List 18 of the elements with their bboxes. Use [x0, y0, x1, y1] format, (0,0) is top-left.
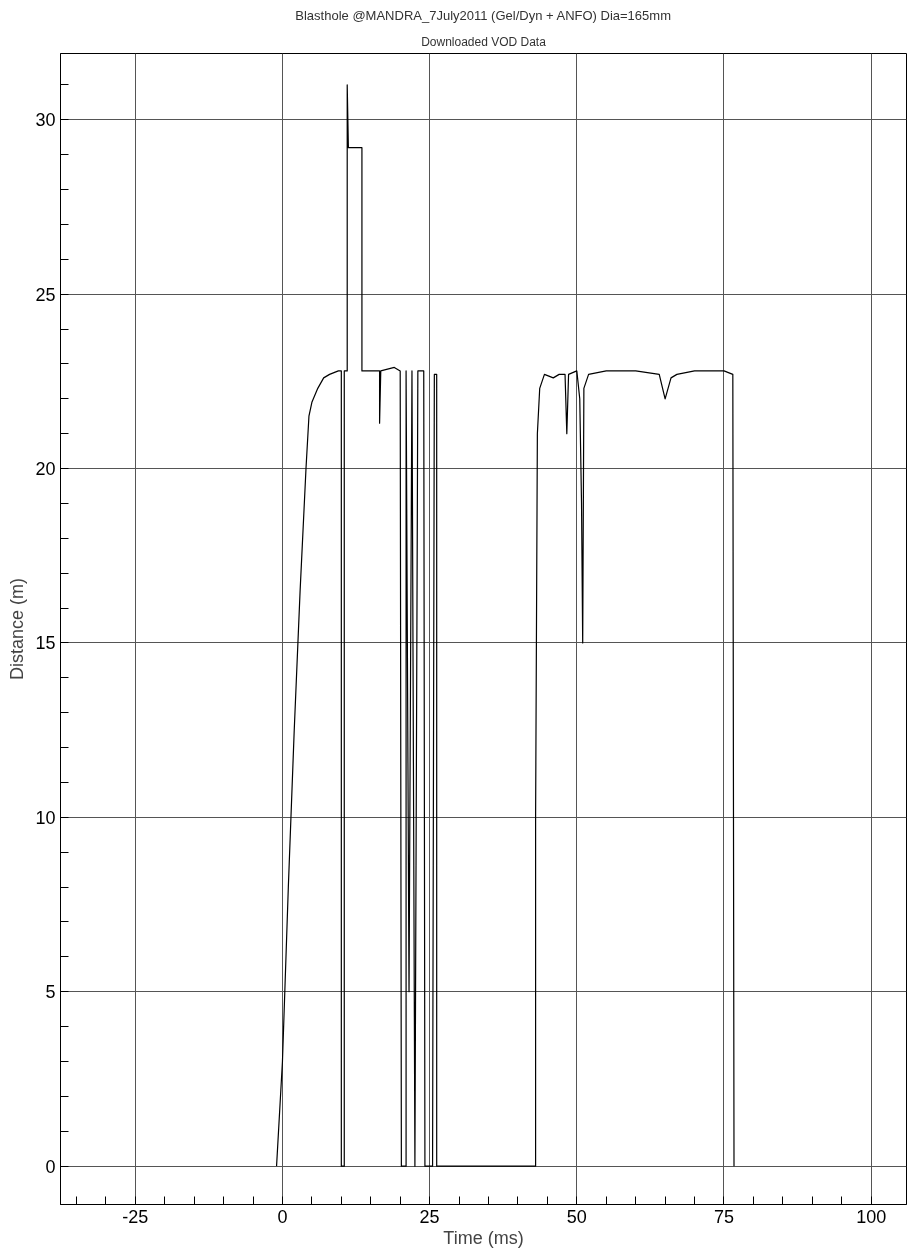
y-tick-label: 20	[35, 459, 56, 480]
x-tick-label: 25	[419, 1206, 440, 1227]
x-tick-label: 100	[856, 1206, 887, 1227]
line-series	[275, 84, 735, 1167]
y-tick-label: 10	[35, 807, 56, 828]
y-tick-label: 30	[35, 110, 56, 131]
x-tick-label: 0	[277, 1206, 288, 1227]
y-tick-label: 25	[35, 284, 56, 305]
x-axis-title: Time (ms)	[443, 1227, 524, 1248]
chart-subtitle: Downloaded VOD Data	[421, 34, 547, 49]
x-tick-label: -25	[122, 1206, 149, 1227]
x-tick-label: 50	[566, 1206, 587, 1227]
y-axis-title: Distance (m)	[7, 577, 28, 681]
x-tick-label: 75	[713, 1206, 735, 1227]
y-tick-label: 0	[45, 1156, 56, 1177]
chart-title: Blasthole @MANDRA_7July2011 (Gel/Dyn + ANFO) Dia=165mm	[295, 7, 671, 23]
y-tick-label: 5	[45, 982, 56, 1003]
y-tick-label: 15	[35, 633, 56, 654]
